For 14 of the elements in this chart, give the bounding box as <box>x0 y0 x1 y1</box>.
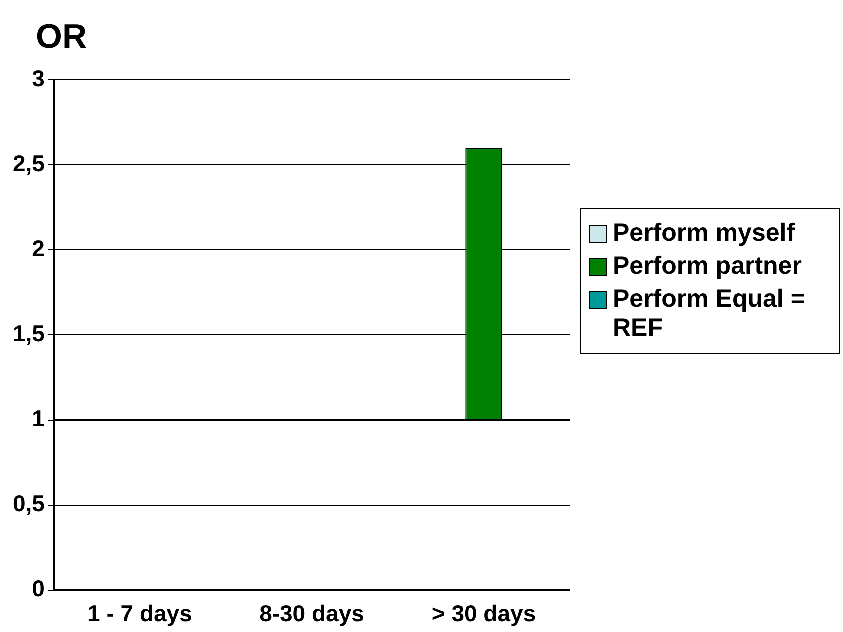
y-tick-label: 1,5 <box>12 320 46 347</box>
legend-label: Perform Equal = REF <box>613 285 806 343</box>
x-tick-label: 1 - 7 days <box>88 600 192 627</box>
y-tick-label: 1 <box>32 406 46 432</box>
y-tick-label: 2,5 <box>12 150 46 176</box>
x-tick-label: > 30 days <box>432 600 536 627</box>
legend-label: Perform myself <box>613 219 796 248</box>
legend-label: Perform partner <box>613 252 802 281</box>
y-tick-label: 0,5 <box>12 490 46 517</box>
x-tick-label: 8-30 days <box>260 600 364 627</box>
chart-title: OR <box>36 18 87 57</box>
y-tick-label: 3 <box>32 65 45 92</box>
y-tick-label: 2 <box>32 235 45 262</box>
y-tick-label: 0 <box>32 576 45 602</box>
